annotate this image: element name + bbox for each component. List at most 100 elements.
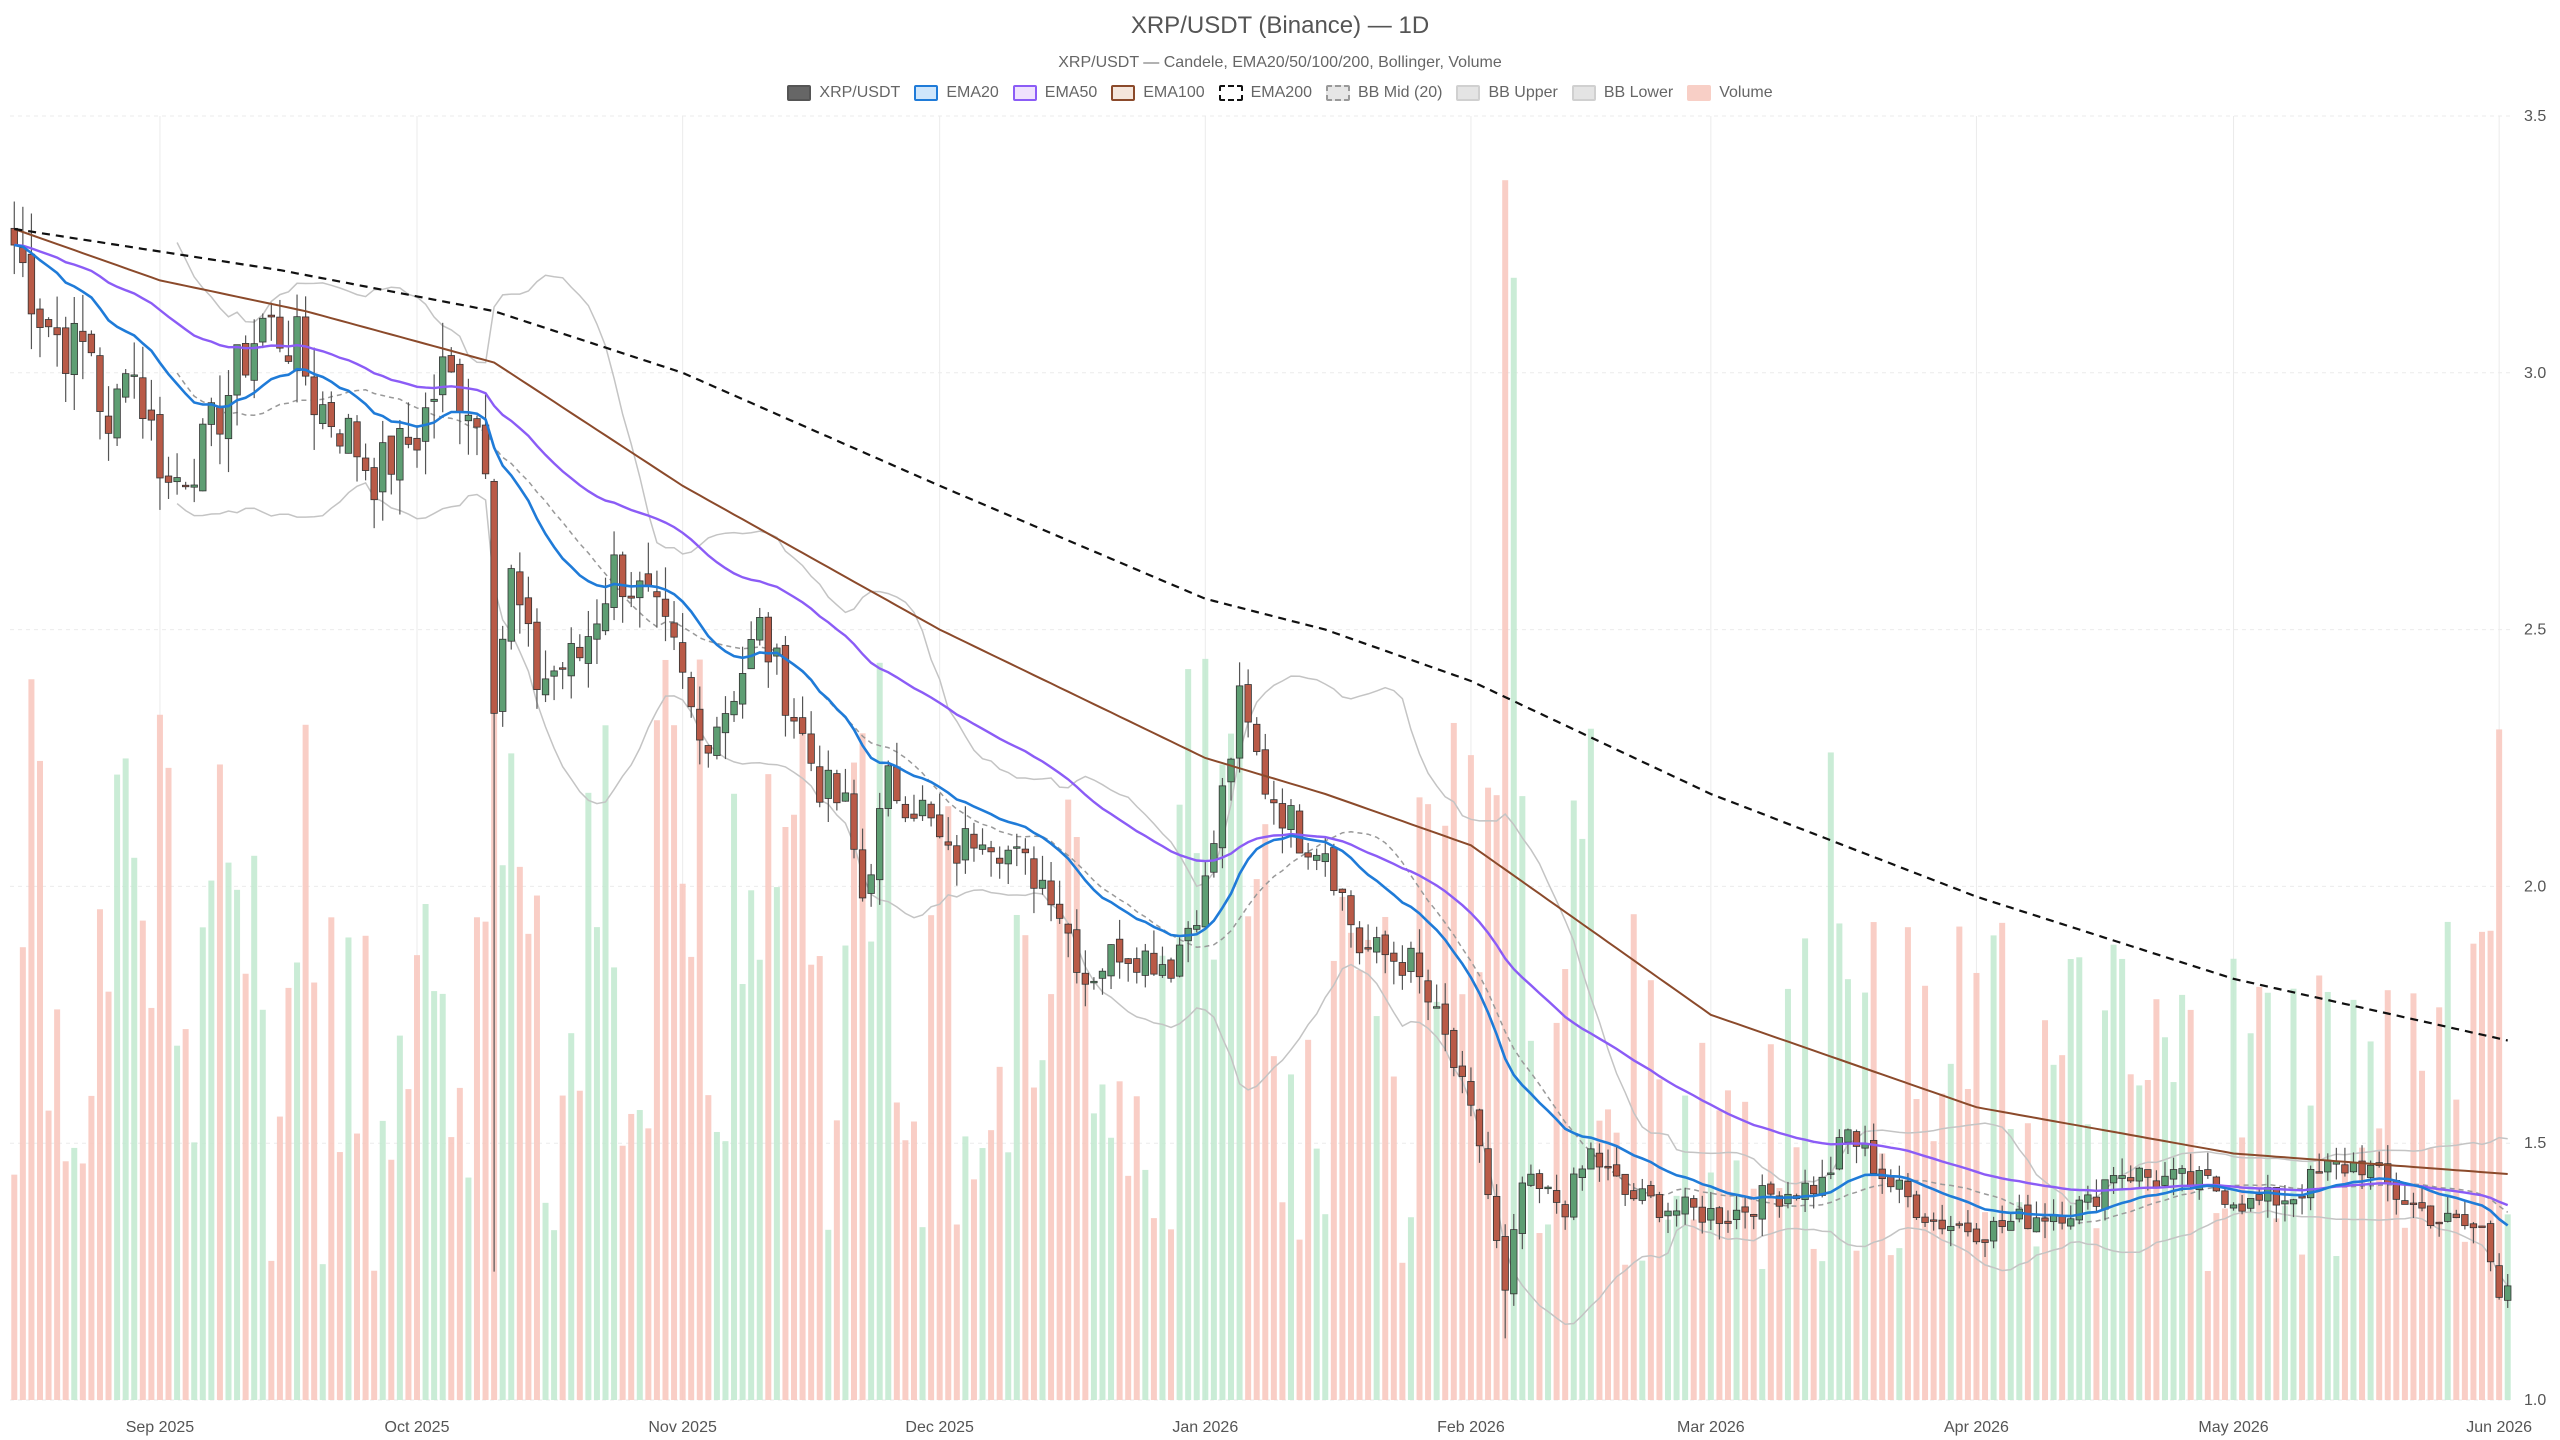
candle-body [1724, 1220, 1732, 1224]
volume-bar [105, 991, 112, 1400]
volume-bar [2281, 1205, 2288, 1400]
candle-body [1141, 950, 1149, 976]
legend-item[interactable]: BB Lower [1571, 84, 1673, 102]
x-tick-label: Apr 2026 [1944, 1419, 2009, 1436]
candle-body [610, 554, 618, 608]
candle-body [1407, 947, 1415, 972]
volume-bar [1347, 932, 1354, 1400]
legend-item[interactable]: BB Upper [1456, 84, 1558, 102]
bb-mid-line [176, 372, 2509, 1224]
volume-bar [799, 724, 806, 1400]
volume-bar [1999, 922, 2006, 1400]
candle-body [1732, 1209, 1741, 1221]
volume-bar [439, 993, 446, 1400]
candle-body [1381, 934, 1389, 956]
volume-bar [285, 987, 292, 1400]
candle-body [2469, 1223, 2478, 1229]
legend-item[interactable]: XRP/USDT [787, 84, 900, 102]
legend-label: BB Upper [1488, 84, 1558, 101]
candle-body [790, 716, 798, 722]
volume-bar [1228, 733, 1235, 1400]
volume-bar [653, 720, 660, 1400]
x-tick-label: Jan 2026 [1172, 1419, 1238, 1436]
candle-body [807, 733, 815, 764]
candle-body [1158, 964, 1167, 976]
volume-bar [1390, 1076, 1397, 1400]
volume-bar [842, 945, 849, 1400]
legend-item[interactable]: Volume [1687, 84, 1773, 102]
volume-bar [1339, 896, 1346, 1400]
candle-body [1390, 952, 1398, 962]
volume-bar [19, 947, 26, 1400]
candle-body [1355, 927, 1364, 954]
volume-bar [1373, 1016, 1380, 1400]
volume-bar [182, 1029, 189, 1400]
volume-bar [71, 1147, 78, 1400]
volume-bar [199, 927, 206, 1400]
candle-body [1912, 1194, 1921, 1219]
candle-body [2041, 1217, 2049, 1222]
volume-bar [2419, 1070, 2426, 1400]
candle-body [841, 792, 850, 802]
candle-body [1218, 785, 1227, 849]
candle-body [2418, 1202, 2426, 1209]
volume-bar [371, 1270, 378, 1400]
candle-body [876, 808, 884, 881]
volume-bar [1476, 972, 1483, 1400]
candle-body [1955, 1223, 1963, 1226]
volume-bar [1596, 1120, 1603, 1400]
legend-item[interactable]: EMA50 [1012, 84, 1097, 102]
candle-body [1055, 903, 1064, 919]
candle-body [644, 573, 653, 586]
candle-body [44, 319, 53, 328]
legend-item[interactable]: EMA100 [1111, 84, 1205, 102]
legend-item[interactable]: EMA20 [914, 84, 999, 102]
candle-body [344, 417, 353, 454]
candle-body [233, 344, 241, 396]
candle-body [1047, 880, 1055, 906]
candle-body [2187, 1171, 2195, 1187]
volume-bar [225, 862, 232, 1400]
candle-body [293, 316, 301, 372]
candle-body [1681, 1196, 1689, 1215]
volume-bar [585, 792, 592, 1400]
candle-body [1287, 805, 1295, 830]
volume-bar [602, 725, 609, 1400]
candle-body [1398, 962, 1407, 976]
legend-item[interactable]: BB Mid (20) [1326, 84, 1442, 102]
candle-body [1758, 1185, 1766, 1220]
volume-bar [1253, 879, 1260, 1400]
candle-body [267, 314, 275, 318]
volume-bar [2230, 958, 2237, 1400]
legend-item[interactable]: EMA200 [1218, 84, 1312, 102]
candle-body [276, 316, 284, 349]
volume-bar [1245, 916, 1252, 1400]
volume-bar [2427, 1148, 2434, 1400]
volume-bar [1168, 1229, 1175, 1400]
candle-body [1475, 1109, 1484, 1147]
ema50-line [14, 243, 2509, 1207]
candle-body [2444, 1212, 2452, 1222]
candle-body [27, 253, 36, 315]
volume-bar [1296, 1239, 1303, 1400]
volume-bar [1510, 277, 1517, 1401]
candle-body [2229, 1204, 2238, 1209]
volume-bar [1330, 960, 1337, 1400]
candle-body [1133, 958, 1141, 973]
candle-body [618, 554, 627, 598]
candle-body [1321, 853, 1329, 863]
volume-bar [988, 1130, 995, 1400]
volume-bar [808, 964, 815, 1400]
candle-body [1904, 1181, 1912, 1198]
legend-swatch [1012, 85, 1037, 101]
candle-body [1655, 1194, 1664, 1218]
candle-body [867, 874, 875, 894]
y-tick-label: 2.5 [2524, 622, 2546, 639]
x-tick-label: May 2026 [2198, 1419, 2268, 1436]
volume-bar [1656, 1079, 1663, 1400]
y-tick-label: 1.5 [2524, 1135, 2546, 1152]
candle-body [2178, 1168, 2186, 1174]
candle-body [259, 317, 267, 343]
candle-body [567, 643, 575, 677]
volume-bar [1039, 1060, 1046, 1400]
